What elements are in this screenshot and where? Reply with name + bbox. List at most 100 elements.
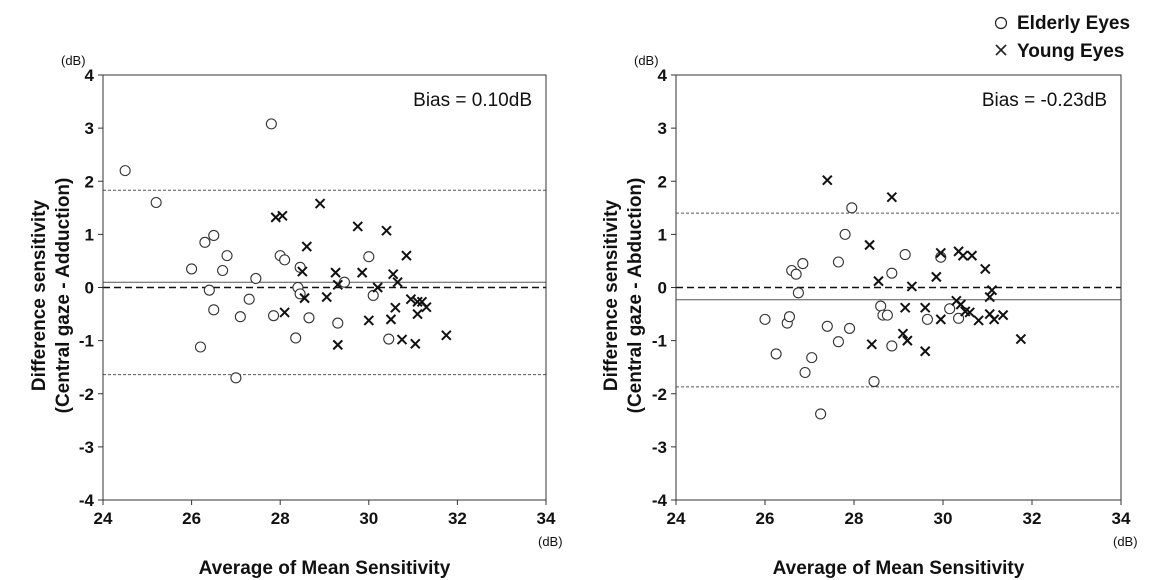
elderly-point	[846, 202, 858, 214]
elderly-point	[250, 272, 262, 285]
elderly-point	[759, 313, 771, 325]
x-tick-labels: 24 26 28 30 32 34	[94, 500, 556, 528]
young-point	[955, 299, 967, 310]
young-point	[321, 291, 332, 303]
y-tick-labels: -4 -3 -2 -1 0 1 2 3 4	[79, 66, 103, 510]
young-point	[931, 271, 942, 283]
elderly-point	[290, 332, 302, 344]
young-point-stroke	[412, 308, 423, 320]
x-tick-label: 28	[271, 509, 290, 528]
y-axis-title-line-1: Difference sensitivity	[29, 200, 50, 392]
young-point	[405, 293, 417, 305]
x-tick-label: 34	[537, 509, 556, 528]
young-point	[966, 250, 978, 261]
young-point-stroke	[372, 282, 383, 293]
y-axis-title-line-1: Difference sensitivity	[601, 200, 622, 392]
elderly-point	[821, 320, 833, 332]
legend-marker-elderly	[994, 16, 1008, 30]
y-tick-label: 2	[658, 172, 667, 191]
young-point-stroke	[314, 198, 326, 209]
y-tick-label: 2	[85, 172, 94, 191]
y-tick-label: 1	[658, 225, 667, 244]
young-point-stroke	[297, 266, 308, 277]
young-point-stroke	[902, 335, 913, 346]
young-point-stroke	[980, 263, 991, 275]
y-tick-label: 3	[658, 119, 667, 138]
elderly-point	[843, 322, 856, 334]
legend-label-elderly: Elderly Eyes	[1017, 13, 1130, 34]
young-point	[441, 330, 452, 341]
young-point	[980, 263, 991, 275]
young-point-stroke	[919, 302, 931, 313]
elderly-point	[806, 352, 818, 364]
young-point-stroke	[988, 314, 1000, 325]
y-axis-title: Difference sensitivity (Central gaze - A…	[29, 178, 74, 414]
young-point-stroke	[866, 339, 878, 350]
young-point	[986, 284, 998, 296]
elderly-point	[881, 309, 893, 321]
elderly-point	[279, 254, 291, 266]
young-point	[919, 346, 931, 357]
elderly-point	[208, 304, 220, 316]
elderly-point	[199, 236, 211, 248]
young-point	[897, 328, 909, 339]
young-point-stroke	[356, 267, 368, 278]
y-axis-title-line-2: (Central gaze - Adduction)	[53, 178, 74, 414]
young-point-stroke	[301, 241, 312, 252]
young-point-stroke	[935, 247, 946, 259]
elderly-point	[944, 303, 956, 315]
elderly-point	[119, 165, 131, 177]
young-point-stroke	[931, 271, 942, 283]
young-point-stroke	[381, 225, 392, 236]
young-point	[973, 315, 984, 326]
x-tick-label: 26	[756, 509, 775, 528]
young-point-stroke	[935, 314, 946, 325]
elderly-point	[875, 300, 887, 312]
elderly-point	[921, 313, 933, 325]
young-point	[902, 335, 913, 346]
elderly-point	[230, 372, 242, 384]
young-point	[919, 302, 931, 313]
elderly-point	[832, 336, 844, 348]
elderly-point	[832, 256, 844, 268]
y-tick-labels: -4 -3 -2 -1 0 1 2 3 4	[652, 66, 676, 510]
y-axis-title-line-2: (Central gaze - Abduction)	[625, 178, 646, 414]
elderly-point	[868, 375, 880, 388]
young-point	[385, 314, 397, 325]
young-point	[822, 174, 833, 186]
young-point	[352, 221, 363, 232]
young-point-stroke	[410, 338, 421, 350]
x-tick-label: 30	[359, 509, 378, 528]
x-tick-label: 34	[1112, 509, 1131, 528]
elderly-point	[899, 249, 911, 261]
young-point	[301, 241, 312, 252]
young-point-stroke	[352, 221, 363, 232]
young-point	[886, 191, 898, 203]
young-point-stroke	[363, 315, 375, 326]
elderly-point	[886, 267, 898, 279]
young-point-stroke	[387, 269, 399, 280]
young-point	[906, 281, 918, 292]
y-unit-label: (dB)	[61, 53, 86, 68]
young-point-stroke	[984, 291, 995, 303]
young-point-stroke	[330, 267, 341, 278]
young-point	[372, 282, 383, 293]
young-point-stroke	[964, 307, 975, 318]
y-tick-label: -2	[652, 385, 667, 404]
young-point	[866, 339, 878, 350]
young-point-stroke	[957, 250, 969, 261]
young-point	[299, 292, 310, 304]
young-point-stroke	[973, 315, 984, 326]
young-point	[1015, 333, 1027, 345]
young-point	[381, 225, 392, 236]
young-point-stroke	[441, 330, 452, 341]
young-point	[935, 314, 946, 325]
young-point	[412, 308, 423, 320]
young-point-stroke	[412, 296, 423, 308]
y-tick-label: 4	[658, 66, 668, 85]
x-unit-label: (dB)	[1113, 534, 1138, 549]
young-point	[984, 291, 995, 303]
elderly-point	[886, 340, 898, 352]
young-point-stroke	[897, 328, 909, 339]
